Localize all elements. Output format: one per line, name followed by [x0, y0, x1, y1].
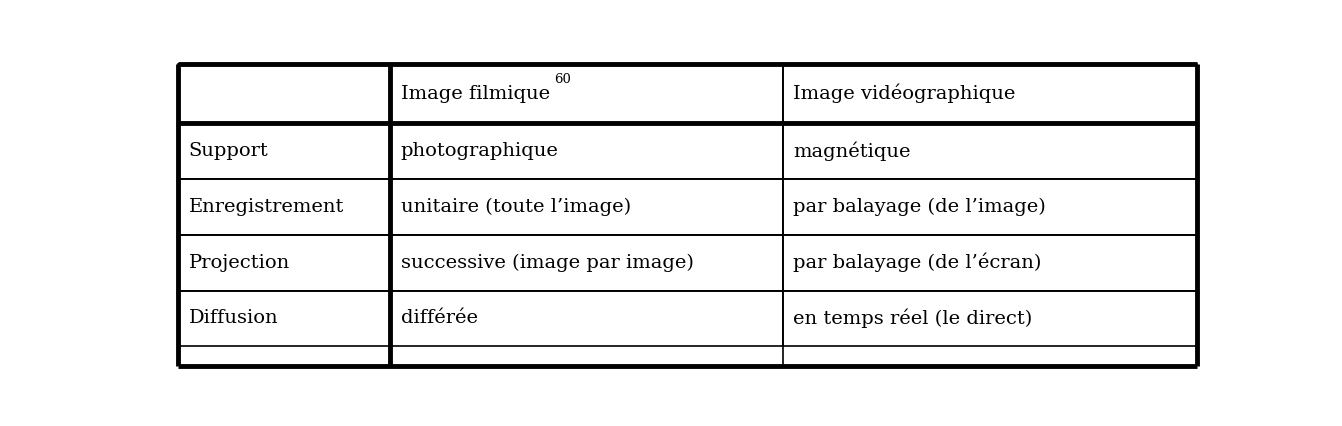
Text: Projection: Projection [188, 253, 290, 272]
Bar [782, 235, 1197, 291]
Text: unitaire (toute l’image): unitaire (toute l’image) [400, 198, 631, 216]
Bar [391, 179, 782, 235]
Bar [391, 291, 782, 346]
Bar [178, 179, 391, 235]
Text: successive (image par image): successive (image par image) [400, 253, 694, 272]
Text: par balayage (de l’écran): par balayage (de l’écran) [793, 253, 1041, 272]
Bar [178, 235, 391, 291]
Text: Enregistrement: Enregistrement [188, 198, 344, 216]
Text: photographique: photographique [400, 142, 558, 160]
Text: magnétique: magnétique [793, 141, 910, 161]
Bar [178, 123, 391, 179]
Bar [782, 123, 1197, 179]
Bar [391, 235, 782, 291]
Text: Image filmique: Image filmique [400, 85, 550, 103]
Text: 60: 60 [554, 73, 572, 86]
Bar [782, 291, 1197, 346]
Text: Diffusion: Diffusion [188, 310, 278, 328]
Text: différée: différée [400, 310, 478, 328]
Bar [178, 291, 391, 346]
Bar [391, 64, 782, 123]
Bar [178, 64, 391, 123]
Text: en temps réel (le direct): en temps réel (le direct) [793, 309, 1032, 328]
Text: par balayage (de l’image): par balayage (de l’image) [793, 198, 1045, 216]
Text: Image vidéographique: Image vidéographique [793, 84, 1016, 104]
Text: Support: Support [188, 142, 268, 160]
Bar [782, 64, 1197, 123]
Bar [782, 179, 1197, 235]
Bar [391, 123, 782, 179]
